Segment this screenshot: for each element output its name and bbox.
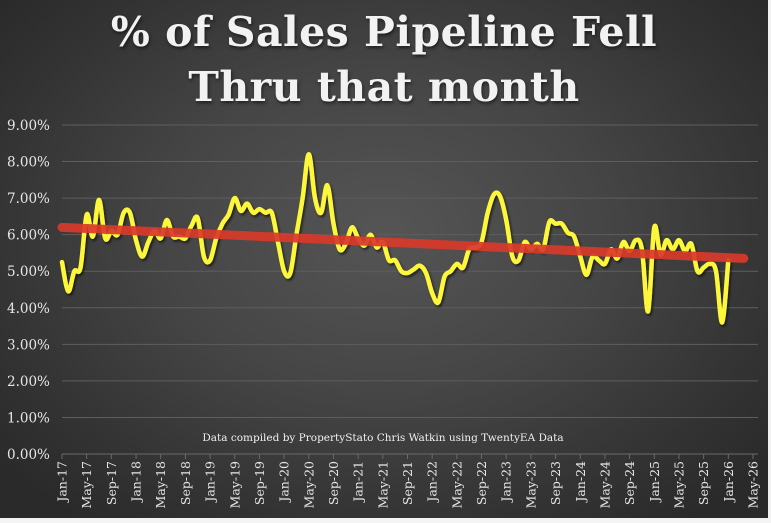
x-tick-label: Sep-19 — [252, 461, 267, 505]
x-tick-label: Jan-21 — [351, 461, 366, 504]
x-tick-label: Sep-25 — [696, 461, 711, 505]
x-tick-label: Jan-17 — [55, 461, 70, 504]
x-tick-label: Sep-23 — [548, 461, 563, 505]
y-tick-label: 9.00% — [7, 118, 50, 134]
bottom-edge — [0, 518, 771, 523]
y-tick-label: 4.00% — [7, 301, 50, 317]
right-edge — [768, 0, 771, 523]
x-tick-label: Sep-18 — [178, 461, 193, 505]
y-tick-label: 0.00% — [7, 447, 50, 463]
x-tick-label: Sep-21 — [400, 461, 415, 505]
series-layer — [57, 151, 749, 325]
chart-subtitle: Thru that month — [188, 63, 580, 111]
x-tick-label: Sep-22 — [474, 461, 489, 505]
x-tick-label: Jan-23 — [499, 461, 514, 504]
x-tick-label: Jan-18 — [129, 461, 144, 504]
x-tick-label: Sep-24 — [622, 461, 637, 505]
y-tick-label: 7.00% — [7, 191, 50, 207]
trend-line — [57, 222, 749, 263]
x-tick-label: Sep-17 — [104, 461, 119, 505]
x-tick-label: May-26 — [746, 461, 761, 508]
x-tick-label: May-19 — [227, 461, 242, 508]
x-tick-label: May-22 — [449, 461, 464, 508]
x-tick-label: May-20 — [301, 461, 316, 508]
x-tick-label: Sep-20 — [326, 461, 341, 505]
x-tick-label: Jan-22 — [425, 461, 440, 504]
y-axis: 0.00% 1.00% 2.00% 3.00% 4.00% 5.00% 6.00% 7.00%… — [7, 118, 50, 463]
y-tick-label: 5.00% — [7, 264, 50, 280]
x-tick-label: May-21 — [375, 461, 390, 508]
x-tick-label: Jan-19 — [203, 461, 218, 504]
y-tick-label: 3.00% — [7, 337, 50, 353]
x-tick-label: Jan-24 — [573, 461, 588, 504]
x-tick-label: Jan-25 — [647, 461, 662, 504]
x-tick-label: Jan-26 — [721, 461, 736, 504]
y-tick-label: 1.00% — [7, 410, 50, 426]
chart-title: % of Sales Pipeline Fell — [110, 8, 658, 56]
x-tick-label: Jan-20 — [277, 461, 292, 504]
x-tick-label: May-23 — [523, 461, 538, 508]
y-tick-label: 8.00% — [7, 155, 50, 171]
x-tick-label: May-24 — [597, 461, 612, 508]
y-tick-label: 6.00% — [7, 228, 50, 244]
source-annotation: Data compiled by PropertyStato Chris Wat… — [202, 432, 563, 444]
x-tick-label: May-25 — [671, 461, 686, 508]
y-tick-label: 2.00% — [7, 374, 50, 390]
x-axis: Jan-17 May-17 Sep-17 Jan-18 May-18 Sep-18 Jan-… — [55, 453, 761, 508]
x-tick-label: May-18 — [153, 461, 168, 508]
x-tick-label: May-17 — [79, 461, 94, 508]
